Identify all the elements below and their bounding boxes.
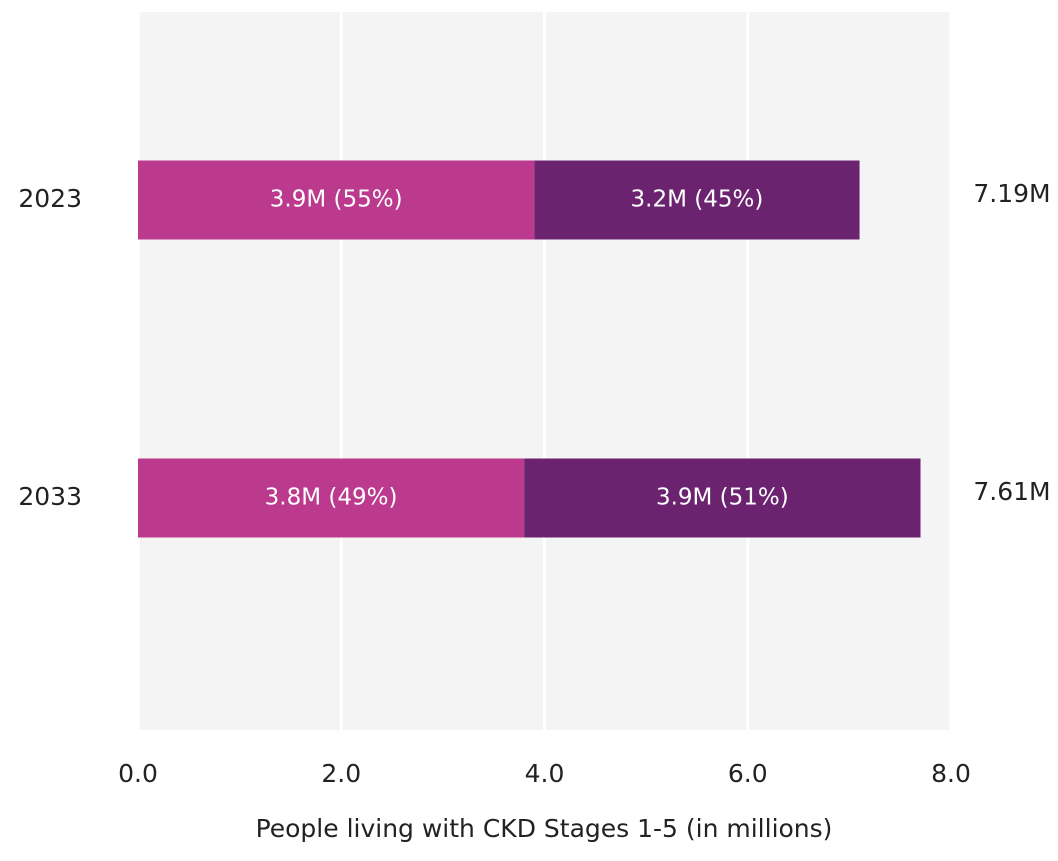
value-label: 3.8M (49%)	[265, 485, 398, 511]
bar-segment	[138, 160, 535, 240]
value-label: 3.9M (51%)	[656, 485, 789, 511]
x-axis-label: People living with CKD Stages 1-5 (in mi…	[256, 814, 833, 843]
bar-segment	[534, 160, 860, 240]
x-tick-label: 8.0	[931, 759, 971, 788]
x-tick-label: 2.0	[321, 759, 361, 788]
value-label: 3.2M (45%)	[631, 187, 764, 213]
y-tick-label: 2033	[18, 482, 82, 511]
value-label: 3.9M (55%)	[270, 187, 403, 213]
y-tick-label: 2023	[18, 184, 82, 213]
x-tick-label: 4.0	[525, 759, 565, 788]
x-tick-label: 6.0	[728, 759, 768, 788]
total-label: 7.61M	[973, 477, 1050, 506]
x-tick-label: 0.0	[118, 759, 158, 788]
bar-segment	[138, 458, 525, 538]
total-label: 7.19M	[973, 179, 1050, 208]
bar-segment	[524, 458, 921, 538]
